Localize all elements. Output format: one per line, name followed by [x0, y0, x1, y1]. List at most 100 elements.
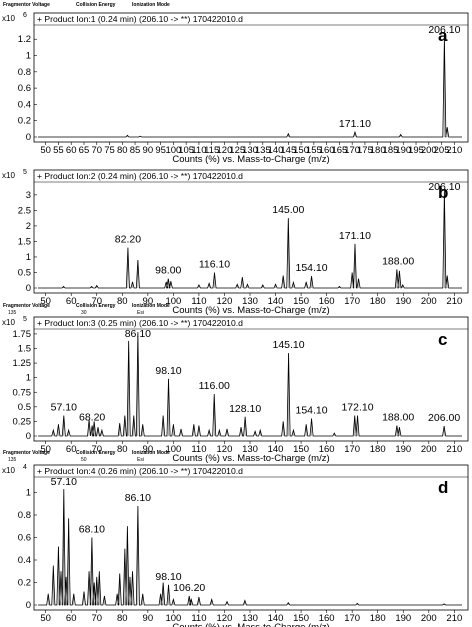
x-tick-label: 180	[370, 613, 386, 624]
y-tick-label: 0	[26, 600, 31, 611]
x-tick-label: 50	[40, 145, 51, 156]
x-tick-label: 170	[344, 444, 360, 455]
x-tick-label: 150	[293, 145, 309, 156]
y-tick-label: 0.5	[18, 267, 31, 278]
x-tick-label: 210	[446, 296, 462, 307]
peak-label: 86.10	[125, 328, 151, 340]
peak-label: 98.10	[155, 365, 181, 377]
peak-label: 171.10	[339, 118, 371, 130]
x-tick-label: 70	[91, 444, 102, 455]
collision-value: 50	[81, 457, 87, 463]
peak-label: 145.10	[273, 339, 305, 351]
x-tick-label: 200	[421, 444, 437, 455]
x-tick-label: 165	[331, 145, 347, 156]
spectrum-panel-b: + Product Ion:2 (0.24 min) (206.10 -> **…	[2, 169, 469, 316]
x-tick-label: 210	[446, 444, 462, 455]
peak-label: 98.00	[155, 265, 181, 277]
y-exponent-power: 4	[23, 464, 27, 471]
x-tick-label: 150	[293, 296, 309, 307]
x-tick-label: 110	[191, 613, 206, 624]
x-tick-label: 190	[395, 444, 411, 455]
x-tick-label: 175	[357, 145, 373, 156]
peak-label: 82.20	[115, 234, 141, 246]
x-tick-label: 100	[165, 296, 181, 307]
plot-frame	[33, 316, 469, 442]
x-tick-label: 85	[130, 145, 141, 156]
peak-label: 188.00	[382, 255, 414, 267]
x-tick-label: 70	[91, 613, 102, 624]
x-tick-label: 80	[117, 145, 128, 156]
fragmentor-label: Fragmentor Voltage	[3, 303, 50, 309]
y-tick-label: 0.4	[18, 555, 31, 566]
x-tick-label: 70	[91, 296, 102, 307]
collision-label: Collision Energy	[76, 303, 116, 309]
panel-letter: a	[438, 26, 448, 45]
x-tick-label: 60	[66, 444, 77, 455]
x-tick-label: 80	[117, 613, 128, 624]
x-tick-label: 95	[155, 145, 166, 156]
ionization-value: Esi	[137, 310, 144, 316]
panel-letter: b	[438, 183, 448, 202]
x-tick-label: 170	[344, 145, 360, 156]
x-tick-label: 60	[66, 613, 77, 624]
x-tick-label: 190	[395, 613, 411, 624]
spectrum-panel-a: Fragmentor Voltage Collision Energy Ioniza…	[2, 2, 469, 165]
y-exponent-label: x10	[2, 14, 15, 23]
y-tick-label: 1.5	[18, 344, 31, 355]
panel-title: + Product Ion:3 (0.25 min) (206.10 -> **…	[37, 318, 243, 328]
spectrum-trace	[38, 191, 462, 289]
x-tick-label: 155	[306, 145, 322, 156]
panel-title: + Product Ion:4 (0.26 min) (206.10 -> **…	[37, 466, 243, 476]
peak-label: 206.00	[428, 412, 460, 424]
x-tick-label: 150	[293, 444, 309, 455]
y-exponent-power: 5	[23, 169, 27, 176]
x-tick-label: 150	[293, 613, 309, 624]
ionization-label: Ionization Mode	[132, 303, 170, 309]
x-tick-label: 170	[344, 296, 360, 307]
x-tick-label: 50	[40, 296, 51, 307]
x-tick-label: 120	[217, 145, 233, 156]
x-tick-label: 130	[242, 613, 258, 624]
peak-label: 116.00	[199, 380, 230, 392]
peak-label: 86.10	[125, 492, 151, 504]
x-tick-label: 110	[191, 296, 206, 307]
peak-label: 145.00	[272, 204, 304, 216]
y-tick-label: 1.75	[13, 329, 32, 340]
x-tick-label: 190	[395, 145, 411, 156]
y-tick-label: 1	[26, 488, 31, 499]
x-tick-label: 50	[40, 444, 51, 455]
x-tick-label: 110	[191, 444, 206, 455]
y-tick-label: 0.75	[13, 387, 32, 398]
y-exponent-power: 5	[23, 316, 27, 323]
fragmentor-value: 135	[8, 457, 17, 463]
y-tick-label: 0.25	[13, 416, 32, 427]
x-tick-label: 170	[344, 613, 360, 624]
panel-title: + Product Ion:1 (0.24 min) (206.10 -> **…	[37, 14, 243, 24]
x-tick-label: 160	[319, 444, 335, 455]
x-tick-label: 210	[446, 613, 462, 624]
x-tick-label: 65	[79, 145, 90, 156]
fragmentor-label: Fragmentor Voltage	[3, 2, 50, 8]
x-axis-title: Counts (%) vs. Mass-to-Charge (m/z)	[172, 305, 329, 316]
x-axis-title: Counts (%) vs. Mass-to-Charge (m/z)	[172, 154, 329, 165]
x-tick-label: 90	[143, 613, 154, 624]
x-tick-label: 100	[165, 145, 181, 156]
spectrum-panel-d: Fragmentor Voltage Collision Energy Ioniza…	[2, 450, 469, 627]
collision-label: Collision Energy	[76, 2, 116, 8]
peak-label: 206.10	[428, 24, 460, 36]
peak-label: 68.10	[79, 524, 105, 536]
x-tick-label: 160	[319, 613, 335, 624]
x-tick-label: 100	[165, 613, 181, 624]
x-tick-label: 90	[143, 145, 154, 156]
y-tick-label: 1.25	[13, 358, 32, 369]
peak-label: 57.10	[51, 476, 77, 488]
y-exponent-label: x10	[2, 171, 15, 180]
x-tick-label: 190	[395, 296, 411, 307]
y-tick-label: 1	[26, 373, 31, 384]
x-tick-label: 200	[421, 296, 437, 307]
ionization-label: Ionization Mode	[132, 2, 170, 8]
x-tick-label: 90	[143, 444, 154, 455]
x-tick-label: 130	[242, 444, 258, 455]
y-exponent-power: 6	[23, 12, 27, 19]
